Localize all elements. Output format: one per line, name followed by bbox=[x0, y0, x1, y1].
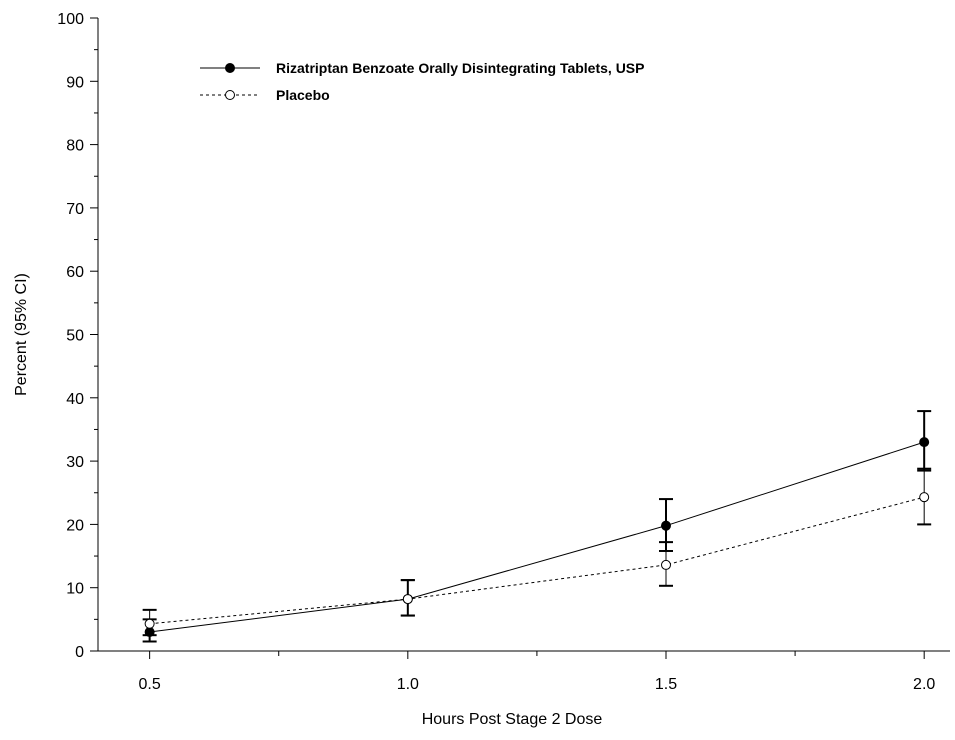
y-tick-label: 70 bbox=[66, 201, 84, 218]
axes: 0 10 20 30 40 50 60 70 80 90 100 0.5 1.0 1.5 2.0 Hours … bbox=[13, 11, 950, 728]
data-point bbox=[402, 594, 413, 605]
series-1 bbox=[142, 410, 932, 643]
data-point bbox=[661, 559, 671, 570]
series-line bbox=[149, 496, 925, 625]
x-tick-label: 1.5 bbox=[655, 676, 677, 693]
legend-label: Placebo bbox=[276, 87, 330, 103]
x-tick-label: 0.5 bbox=[139, 676, 161, 693]
data-point bbox=[919, 437, 930, 448]
legend-marker bbox=[225, 63, 235, 73]
y-tick-label: 0 bbox=[75, 644, 84, 661]
data-point bbox=[919, 492, 930, 503]
legend-entry: Rizatriptan Benzoate Orally Disintegrati… bbox=[200, 60, 644, 76]
y-tick-label: 10 bbox=[66, 581, 84, 598]
y-tick-label: 90 bbox=[66, 74, 84, 91]
y-tick-label: 80 bbox=[66, 138, 84, 155]
x-tick-label: 1.0 bbox=[397, 676, 419, 693]
series-line bbox=[149, 441, 925, 633]
y-tick-label: 50 bbox=[66, 328, 84, 345]
plot-area bbox=[142, 410, 932, 643]
y-axis-title: Percent (95% CI) bbox=[13, 273, 30, 396]
x-axis-title: Hours Post Stage 2 Dose bbox=[422, 711, 603, 728]
y-tick-label: 30 bbox=[66, 454, 84, 471]
x-tick-label: 2.0 bbox=[913, 676, 935, 693]
series-2 bbox=[142, 467, 932, 637]
legend-marker bbox=[225, 90, 235, 100]
data-point bbox=[661, 520, 671, 531]
y-tick-label: 60 bbox=[66, 264, 84, 281]
legend-entry: Placebo bbox=[200, 87, 330, 103]
legend: Rizatriptan Benzoate Orally Disintegrati… bbox=[200, 60, 644, 103]
y-tick-label: 100 bbox=[57, 11, 84, 28]
y-tick-label: 40 bbox=[66, 391, 84, 408]
y-tick-label: 20 bbox=[66, 517, 84, 534]
legend-label: Rizatriptan Benzoate Orally Disintegrati… bbox=[276, 60, 644, 76]
data-point bbox=[144, 618, 155, 629]
